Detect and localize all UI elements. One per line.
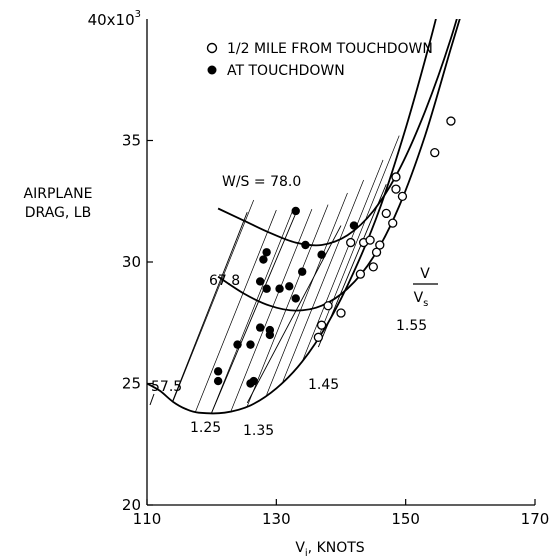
y-axis-title-line1: AIRPLANE — [24, 186, 93, 202]
open-point — [430, 147, 440, 158]
open-point — [397, 191, 408, 202]
y-tick-label: 25 — [122, 375, 141, 393]
hatch-line — [195, 209, 277, 412]
filled-point — [249, 376, 258, 386]
filled-point — [255, 277, 265, 286]
wing-loading-curve — [217, 19, 461, 312]
hatch-line — [301, 159, 384, 362]
filled-point — [291, 294, 300, 303]
chart-points — [213, 116, 456, 388]
filled-point — [275, 284, 284, 293]
filled-point — [255, 323, 265, 332]
legend: 1/2 MILE FROM TOUCHDOWN AT TOUCHDOWN — [206, 41, 433, 79]
wing-loading-curve — [147, 19, 437, 415]
speed-ratio-denominator: Vs — [414, 290, 429, 309]
filled-point — [259, 255, 268, 264]
y-tick-label: 30 — [122, 253, 141, 271]
open-point — [368, 262, 378, 272]
y-multiplier-label: 40x103 — [88, 9, 141, 29]
hatch-line — [230, 209, 313, 411]
ratio-label-125: 1.25 — [190, 420, 221, 436]
filled-point — [246, 340, 255, 349]
filled-point — [349, 221, 359, 230]
y-multiplier-base: 40x10 — [88, 11, 135, 29]
speed-ratio-line — [172, 212, 248, 401]
x-tick-label: 170 — [521, 510, 550, 528]
hatch-line — [282, 179, 364, 382]
y-tick-label: 20 — [122, 496, 141, 514]
filled-point — [265, 325, 275, 335]
legend-label-filled: AT TOUCHDOWN — [227, 63, 345, 79]
open-point — [355, 269, 366, 279]
open-point — [375, 240, 385, 250]
x-axis-title-units: , KNOTS — [308, 540, 365, 556]
filled-point — [213, 376, 223, 386]
hatch-line — [246, 204, 329, 407]
legend-open-marker — [206, 42, 218, 54]
hatch-line — [266, 192, 348, 395]
x-tick-label: 110 — [133, 510, 162, 528]
open-point — [446, 116, 456, 126]
open-point — [365, 235, 375, 245]
speed-ratio-denominator-subscript: s — [423, 298, 428, 309]
filled-point — [291, 206, 300, 216]
open-point — [391, 184, 401, 194]
open-point — [313, 332, 324, 342]
x-axis-title: Vi, KNOTS — [295, 540, 364, 559]
speed-ratio-numerator: V — [420, 266, 430, 282]
ratio-label-155: 1.55 — [396, 318, 427, 334]
open-point — [316, 320, 327, 330]
curve-label-57: 57.5 — [151, 379, 182, 395]
filled-point — [298, 267, 307, 276]
filled-point — [262, 248, 271, 257]
chart-curves — [147, 19, 461, 415]
curve-label-67: 67.8 — [209, 273, 240, 289]
hatch-line — [172, 199, 255, 402]
filled-point — [262, 284, 271, 293]
filled-point — [301, 240, 310, 250]
curve-label-57-leader — [149, 393, 155, 406]
filled-point — [285, 282, 294, 291]
x-axis-title-symbol: V — [295, 540, 305, 556]
filled-point — [317, 250, 326, 259]
filled-point — [233, 340, 242, 349]
curve-label-78: W/S = 78.0 — [222, 174, 301, 190]
open-point — [381, 208, 391, 219]
x-axis-title-subscript: i — [305, 548, 308, 559]
y-multiplier-exponent: 3 — [135, 9, 141, 20]
open-point — [346, 237, 356, 248]
x-tick-label: 150 — [391, 510, 420, 528]
speed-ratio-line — [211, 213, 297, 413]
hatch-line — [211, 210, 293, 413]
legend-label-open: 1/2 MILE FROM TOUCHDOWN — [227, 41, 433, 57]
open-point — [336, 308, 346, 318]
open-point — [323, 301, 333, 311]
x-tick-label: 130 — [262, 510, 291, 528]
ratio-label-145: 1.45 — [308, 377, 339, 393]
legend-filled-marker — [207, 65, 217, 75]
y-axis-title-line2: DRAG, LB — [25, 205, 91, 221]
wing-loading-curve — [217, 19, 458, 247]
speed-ratio-line — [317, 184, 387, 348]
open-point — [388, 218, 398, 228]
ratio-label-135: 1.35 — [243, 423, 274, 439]
open-point — [391, 172, 401, 182]
chart-axes: 110 130 150 170 20 25 30 35 — [122, 19, 549, 528]
speed-ratio-fraction: V Vs — [413, 266, 438, 309]
filled-point — [213, 367, 223, 376]
y-tick-label: 35 — [122, 132, 141, 150]
speed-ratio-denominator-symbol: V — [414, 290, 424, 306]
